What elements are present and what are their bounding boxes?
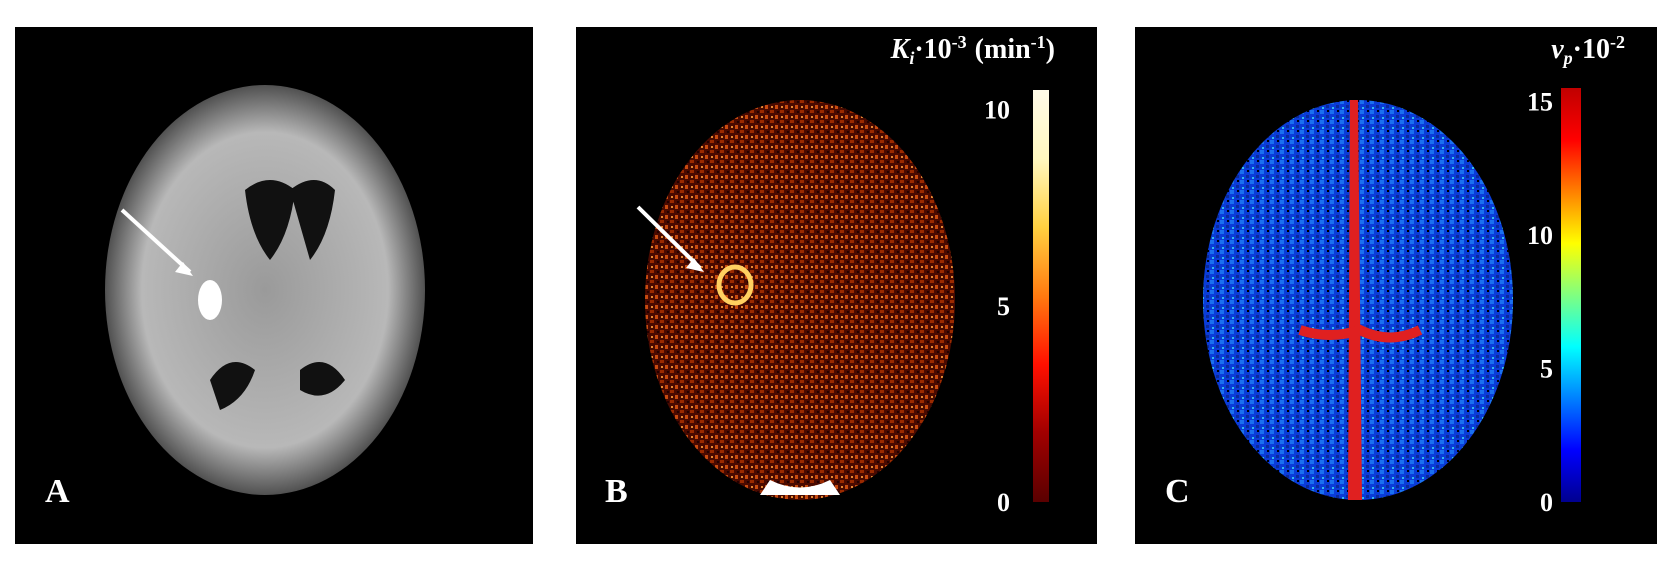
arrow xyxy=(636,205,702,270)
colorbar xyxy=(1033,90,1049,502)
brain-scan xyxy=(105,85,425,495)
colorbar-tick-label: 0 xyxy=(997,488,1010,517)
vessel xyxy=(1298,324,1423,343)
colorbar-tick-label: 5 xyxy=(997,292,1010,321)
arrow-head xyxy=(686,258,704,272)
title-part: p xyxy=(1562,48,1573,68)
panel-label: B xyxy=(605,473,628,510)
vessel xyxy=(1348,100,1362,500)
colorbar-tick-label: 15 xyxy=(1527,87,1553,116)
title-part: v xyxy=(1551,34,1564,65)
ventricles xyxy=(245,180,335,260)
colorbar-tick-label: 10 xyxy=(1527,221,1553,250)
colorbar-tick-label: 5 xyxy=(1540,354,1553,383)
title-part: ) xyxy=(1046,34,1055,65)
panel-label: A xyxy=(45,473,70,510)
title-part: -2 xyxy=(1610,32,1625,52)
lesion-rim xyxy=(716,264,754,306)
title-part: -1 xyxy=(1031,32,1046,52)
title-part: ·10 xyxy=(914,34,951,65)
panel-label: C xyxy=(1165,473,1190,510)
colorbar-tick-label: 10 xyxy=(984,96,1010,125)
lesion xyxy=(198,280,222,320)
colorbar-tick-label: 0 xyxy=(1540,488,1553,517)
ki-map xyxy=(645,100,955,500)
arrow xyxy=(120,208,192,274)
sinus xyxy=(760,480,840,495)
colorbar-title: vp·10-2 xyxy=(1551,32,1625,68)
title-part: i xyxy=(909,48,914,68)
title-part: -3 xyxy=(952,32,967,52)
title-part: (min xyxy=(975,34,1031,65)
title-part: ·10 xyxy=(1573,34,1610,65)
arrow-head xyxy=(175,262,193,276)
colorbar-title: Ki·10-3 (min-1) xyxy=(890,32,1055,68)
colorbar xyxy=(1561,88,1581,502)
ventricles xyxy=(210,362,345,410)
title-part: K xyxy=(890,34,912,65)
